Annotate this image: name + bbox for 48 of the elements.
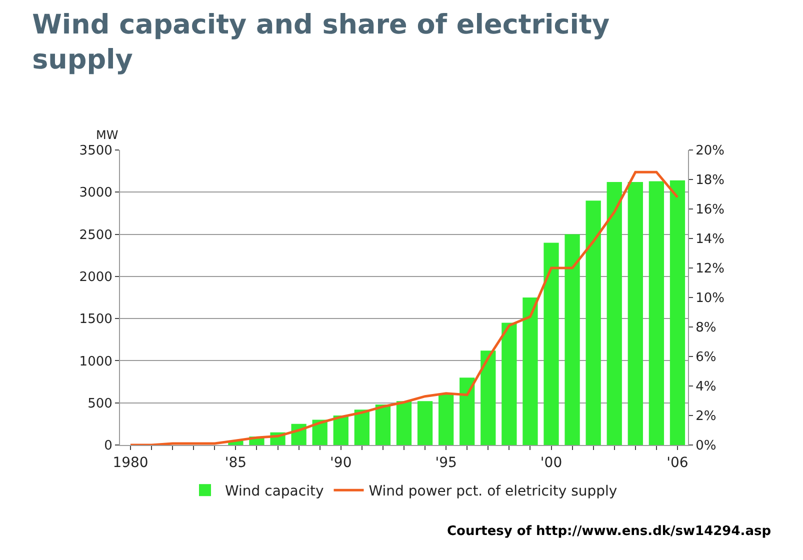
y2-tick-label: 20%	[696, 144, 725, 159]
chart-title: Wind capacity and share of electricity supply	[32, 10, 610, 76]
bar	[333, 416, 348, 445]
y2-tick-label: 16%	[696, 202, 725, 218]
bar	[670, 180, 686, 445]
y-tick-label: 3500	[79, 144, 112, 159]
x-tick-label: '95	[435, 454, 457, 471]
y2-tick-label: 18%	[696, 173, 725, 188]
x-tick-label: 1980	[112, 454, 148, 471]
bar	[544, 242, 559, 445]
text: Courtesy of http://www.ens.dk/sw14294.asp	[447, 524, 772, 539]
bar	[522, 298, 538, 445]
y-tick-label: 2000	[79, 270, 112, 285]
y-tick-label: 2500	[79, 228, 112, 243]
x-tick-label: '06	[666, 454, 688, 471]
y2-tick-label: 12%	[696, 262, 725, 277]
bar	[438, 394, 454, 445]
bar	[417, 401, 433, 445]
legend-label: Wind capacity	[225, 484, 324, 500]
y2-tick-label: 6%	[696, 350, 716, 366]
y2-tick-label: 14%	[696, 232, 725, 248]
bar	[628, 182, 643, 445]
y-tick-label: 500	[88, 396, 112, 412]
y-tick-label: 1500	[79, 312, 112, 328]
x-tick-label: '85	[224, 454, 247, 471]
legend-label: Wind power pct. of eletricity supply	[368, 484, 618, 500]
y-axis-title: MW	[96, 128, 118, 142]
bar	[648, 181, 664, 445]
y2-tick-label: 10%	[696, 291, 725, 306]
bar	[396, 401, 412, 445]
y-tick-label: 0	[104, 438, 112, 454]
bar	[502, 322, 517, 445]
y-tick-label: 1000	[79, 354, 112, 370]
bar	[606, 182, 622, 445]
bar	[375, 404, 391, 445]
y-tick-label: 3000	[79, 186, 112, 201]
x-tick-label: '90	[330, 454, 352, 471]
bar	[564, 234, 580, 445]
bar	[460, 378, 475, 445]
y2-tick-label: 2%	[696, 409, 716, 424]
bar	[480, 350, 496, 445]
line-series	[129, 170, 679, 445]
bar	[354, 410, 370, 445]
y2-tick-label: 0%	[696, 438, 716, 454]
y2-tick-label: 4%	[696, 380, 716, 395]
x-tick-label: '00	[540, 454, 562, 471]
bar	[586, 200, 601, 445]
y2-tick-label: 8%	[696, 320, 716, 336]
